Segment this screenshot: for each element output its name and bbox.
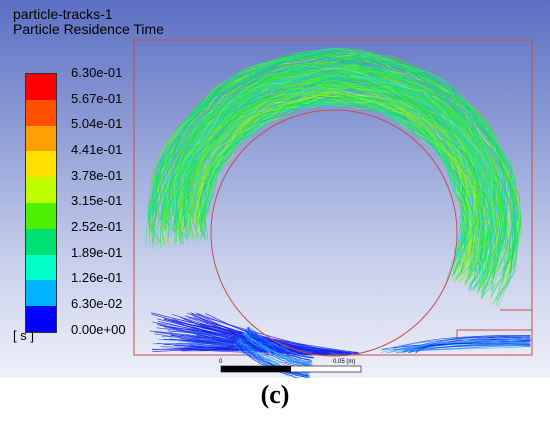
legend-tick: 1.89e-01	[71, 245, 123, 260]
particle-track	[396, 345, 531, 354]
particle-track	[202, 104, 464, 282]
legend-band-7	[26, 228, 56, 255]
particle-track	[390, 342, 531, 349]
particle-track	[243, 331, 312, 364]
particle-track	[187, 81, 483, 282]
legend-band-10	[26, 306, 56, 332]
particle-track	[197, 96, 472, 283]
particle-track	[174, 73, 495, 282]
scale-bar	[220, 365, 362, 373]
legend-band-1	[26, 74, 56, 100]
particle-track	[189, 90, 480, 257]
particle-track	[192, 90, 477, 246]
legend-tick: 5.67e-01	[71, 91, 123, 106]
particle-track	[184, 85, 485, 274]
particle-track	[176, 76, 494, 266]
legend-tick: 6.30e-02	[71, 296, 123, 311]
particle-track	[161, 61, 507, 275]
particle-track	[243, 335, 313, 369]
particle-track	[194, 89, 475, 277]
particle-track	[191, 313, 306, 353]
plot-title: particle-tracks-1	[13, 6, 113, 22]
particle-track	[205, 100, 467, 257]
particle-track	[176, 79, 493, 281]
particle-track	[200, 104, 468, 266]
color-legend-bar	[25, 73, 57, 333]
particle-track	[162, 66, 506, 260]
legend-tick: 4.41e-01	[71, 142, 123, 157]
legend-tick: 2.52e-01	[71, 219, 123, 234]
legend-tick: 3.15e-01	[71, 193, 123, 208]
legend-tick: 3.78e-01	[71, 168, 123, 183]
particle-track-scene: 0 0.05 (m)	[133, 39, 533, 378]
particle-track	[205, 313, 322, 353]
particle-track	[153, 52, 515, 273]
legend-tick: 1.26e-01	[71, 270, 123, 285]
particle-tracks	[145, 47, 531, 378]
particle-track	[189, 330, 312, 354]
particle-track	[408, 341, 531, 351]
particle-track	[163, 62, 507, 249]
particle-track	[187, 86, 481, 281]
particle-track	[175, 75, 493, 270]
particle-track	[149, 54, 522, 276]
particle-track	[190, 88, 480, 274]
particle-track	[415, 335, 531, 353]
particle-track	[172, 75, 493, 292]
particle-track	[395, 338, 531, 353]
particle-track	[203, 98, 464, 276]
outlet-step	[456, 329, 533, 341]
particle-track	[175, 75, 492, 263]
inner-cylinder	[210, 109, 458, 357]
legend-band-6	[26, 202, 56, 229]
particle-track	[244, 329, 312, 361]
particle-track	[175, 69, 497, 265]
particle-track	[249, 327, 313, 358]
particle-track	[403, 341, 531, 351]
particle-track	[204, 100, 466, 264]
figure-caption: (c)	[0, 380, 550, 410]
particle-track	[154, 52, 516, 292]
particle-track	[236, 341, 310, 377]
legend-tick: 6.30e-01	[71, 65, 123, 80]
legend-band-9	[26, 280, 56, 307]
particle-track	[149, 47, 519, 272]
cfd-viewport: particle-tracks-1 Particle Residence Tim…	[0, 0, 550, 378]
particle-track	[197, 99, 469, 278]
legend-band-4	[26, 151, 56, 178]
legend-band-3	[26, 125, 56, 152]
particle-track	[160, 59, 508, 252]
legend-unit: [ s ]	[13, 328, 34, 343]
legend-band-5	[26, 177, 56, 203]
particle-track	[194, 93, 475, 278]
domain-boundary	[133, 39, 533, 356]
particle-track	[247, 331, 313, 363]
particle-track	[182, 81, 487, 273]
legend-band-2	[26, 99, 56, 126]
particle-track	[161, 66, 506, 269]
legend-tick: 5.04e-01	[71, 116, 123, 131]
particle-track	[172, 67, 498, 282]
particle-track	[153, 56, 516, 250]
particle-track	[150, 52, 518, 266]
legend-band-8	[26, 254, 56, 281]
particle-track	[195, 89, 476, 266]
scale-label-start: 0	[219, 359, 223, 365]
plot-subtitle: Particle Residence Time	[13, 21, 164, 37]
particle-track	[200, 323, 360, 354]
particle-track	[152, 48, 517, 275]
scale-label-mid: 0.05 (m)	[333, 359, 355, 365]
particle-track	[147, 53, 522, 300]
particle-track	[243, 332, 310, 365]
particle-track	[246, 327, 314, 359]
particle-track	[406, 343, 531, 351]
particle-track	[174, 70, 493, 278]
legend-tick: 0.00e+00	[71, 322, 126, 337]
caption-label: (c)	[260, 380, 290, 409]
particle-track	[200, 98, 468, 275]
particle-track	[152, 55, 515, 276]
particle-track	[199, 98, 470, 260]
particle-track	[145, 48, 519, 253]
particle-track	[243, 333, 312, 366]
